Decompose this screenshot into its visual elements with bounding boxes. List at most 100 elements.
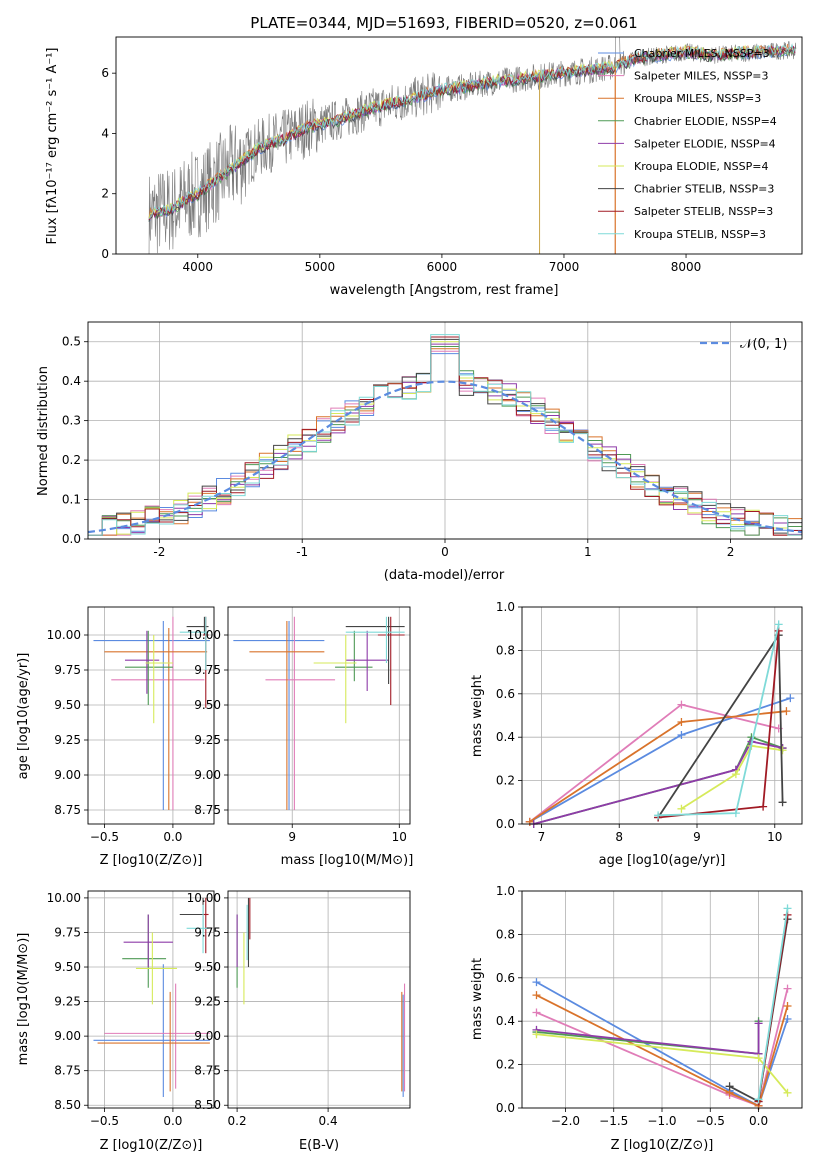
mwz-marker-salpeter_elodie-2: [754, 1019, 763, 1028]
massebv-xlabel: E(B-V): [299, 1138, 339, 1153]
spectrum-xtick-label-1: 5000: [305, 260, 336, 274]
legend-entry-salpeter_elodie: Salpeter ELODIE, NSSP=4: [634, 137, 776, 150]
histogram-ytick-label-4: 0.4: [62, 374, 81, 388]
spectrum-ytick-label-0: 0: [101, 247, 109, 261]
spectrum-panel: 4000 5000 6000 7000 8000 0 2 4 6 Chabrier MILES, …: [101, 36, 803, 274]
massebv-ytick-label-0: 8.50: [194, 1098, 221, 1112]
agez-ytick-label-3: 9.50: [54, 698, 81, 712]
mwz-marker-kroupa_elodie-0: [532, 1030, 541, 1039]
histogram-salpeter_elodie: [88, 343, 802, 536]
mwz-ytick-label-1: 0.2: [496, 1058, 515, 1072]
histogram-xtick-label-0: -2: [153, 545, 165, 559]
agemass-ytick-label-0: 8.75: [194, 803, 221, 817]
massebv-ytick-label-5: 9.75: [194, 925, 221, 939]
legend-entry-chabrier_stelib: Chabrier STELIB, NSSP=3: [634, 183, 774, 196]
massebv-ytick-label-6: 10.00: [187, 891, 221, 905]
mwz-xtick-label-4: 0.0: [749, 1114, 768, 1128]
agez-xtick-label-0: −0.5: [90, 830, 119, 844]
residual-histogram-panel: -2 -1 0 1 2 0.0 0.1 0.2 0.3 0.4 0.5 𝒩(0, 1): [62, 321, 803, 559]
mwz-marker-chabrier_miles-3: [783, 1015, 792, 1024]
mwage-xtick-label-2: 9: [693, 830, 701, 844]
massebv-ytick-label-1: 8.75: [194, 1064, 221, 1078]
mass-weight-vs-age-panel: 7 8 9 10 0.0 0.2 0.4 0.6 0.8 1.0: [496, 600, 803, 844]
histogram-ytick-label-2: 0.2: [62, 453, 81, 467]
spectrum-xtick-label-4: 8000: [671, 260, 702, 274]
mwz-ytick-label-0: 0.0: [496, 1101, 515, 1115]
mwage-line-kroupa_miles: [529, 710, 787, 823]
mwage-xtick-label-1: 8: [615, 830, 623, 844]
massebv-xtick-label-1: 0.4: [319, 1114, 338, 1128]
agemass-xlabel: mass [log10(M/M⊙)]: [281, 853, 414, 868]
histogram-ytick-label-0: 0.0: [62, 532, 81, 546]
mwz-xtick-label-2: −1.0: [647, 1114, 676, 1128]
mwage-ytick-label-4: 0.8: [496, 643, 515, 657]
mwage-marker-salpeter_stelib-1: [759, 802, 768, 811]
mwz-ytick-label-2: 0.4: [496, 1014, 515, 1028]
histogram-kroupa_stelib: [88, 334, 802, 536]
histogram-chabrier_stelib: [88, 338, 802, 536]
spectrum-title: PLATE=0344, MJD=51693, FIBERID=0520, z=0…: [250, 14, 637, 32]
legend-entry-chabrier_miles: Chabrier MILES, NSSP=3: [634, 47, 770, 60]
agez-xlabel: Z [log10(Z/Z⊙)]: [100, 853, 203, 868]
mwage-xtick-label-0: 7: [538, 830, 546, 844]
legend-entry-kroupa_miles: Kroupa MILES, NSSP=3: [634, 92, 761, 105]
mwz-ytick-label-4: 0.8: [496, 927, 515, 941]
mwz-marker-chabrier_stelib-0: [725, 1082, 734, 1091]
legend-entry-salpeter_stelib: Salpeter STELIB, NSSP=3: [634, 205, 773, 218]
mwage-marker-chabrier_miles-1: [677, 731, 686, 740]
mass-weight-vs-z-panel: −2.0 −1.5 −1.0 −0.5 0.0 0.0 0.2 0.4 0.6 0.8 1.0: [496, 884, 803, 1128]
massz-xtick-label-0: −0.5: [90, 1114, 119, 1128]
mwage-ylabel: mass weight: [470, 675, 485, 757]
histogram-ytick-label-5: 0.5: [62, 335, 81, 349]
massz-ytick-label-0: 8.50: [54, 1098, 81, 1112]
model-spectrum-chabrier_stelib: [148, 47, 796, 222]
massz-ytick-label-1: 8.75: [54, 1064, 81, 1078]
agez-ytick-label-1: 9.00: [54, 768, 81, 782]
mwage-xlabel: age [log10(age/yr)]: [599, 853, 726, 868]
model-spectrum-kroupa_stelib: [148, 43, 796, 219]
massz-ytick-label-2: 9.00: [54, 1029, 81, 1043]
mwage-ytick-label-2: 0.4: [496, 730, 515, 744]
histogram-ytick-label-1: 0.1: [62, 493, 81, 507]
mwz-marker-chabrier_miles-0: [532, 978, 541, 987]
mwz-xlabel: Z [log10(Z/Z⊙)]: [611, 1138, 714, 1153]
agemass-ytick-label-1: 9.00: [194, 768, 221, 782]
spectrum-xtick-label-3: 7000: [549, 260, 580, 274]
mwz-xtick-label-3: −0.5: [696, 1114, 725, 1128]
spectrum-ytick-label-3: 6: [101, 66, 109, 80]
mwage-line-kroupa_elodie: [680, 744, 783, 810]
mwage-marker-kroupa_stelib-0: [654, 811, 663, 820]
spectrum-ytick-label-1: 2: [101, 187, 109, 201]
mwage-marker-chabrier_miles-2: [786, 694, 795, 703]
mwage-marker-kroupa_stelib-1: [731, 809, 740, 818]
spectrum-xtick-label-2: 6000: [427, 260, 458, 274]
agez-ytick-label-4: 9.75: [54, 663, 81, 677]
mass-vs-z-panel: −0.5 0.0 8.50 8.75 9.00 9.25 9.50 9.75 10.00: [47, 890, 215, 1128]
mwage-marker-kroupa_elodie-3: [778, 746, 787, 755]
mwz-marker-kroupa_miles-3: [783, 1002, 792, 1011]
spectrum-xlabel: wavelength [Angstrom, rest frame]: [330, 283, 559, 298]
histogram-ylabel: Normed distribution: [36, 366, 51, 496]
mwage-marker-salpeter_miles-1: [677, 700, 686, 709]
massz-xlabel: Z [log10(Z/Z⊙)]: [100, 1138, 203, 1153]
mwage-ytick-label-1: 0.2: [496, 774, 515, 788]
massebv-ytick-label-2: 9.00: [194, 1029, 221, 1043]
mwz-marker-salpeter_miles-0: [532, 1008, 541, 1017]
legend-entry-kroupa_stelib: Kroupa STELIB, NSSP=3: [634, 228, 766, 241]
histogram-ytick-label-3: 0.3: [62, 414, 81, 428]
mwz-marker-salpeter_miles-3: [783, 984, 792, 993]
agez-ylabel: age [log10(age/yr)]: [16, 653, 31, 780]
normal-curve: [87, 380, 803, 534]
mwage-marker-kroupa_elodie-0: [677, 804, 686, 813]
mwz-ylabel: mass weight: [470, 958, 485, 1040]
massz-ytick-label-3: 9.25: [54, 995, 81, 1009]
mwz-xtick-label-0: −2.0: [551, 1114, 580, 1128]
agez-xtick-label-1: 0.0: [163, 830, 182, 844]
age-vs-mass-panel: 9 10 8.75 9.00 9.25 9.50 9.75 10.00: [187, 606, 411, 844]
mwage-marker-kroupa_elodie-1: [731, 770, 740, 779]
agemass-xtick-label-0: 9: [288, 830, 296, 844]
massz-xtick-label-1: 0.0: [163, 1114, 182, 1128]
mwz-line-kroupa_stelib: [757, 908, 789, 1100]
massz-ylabel: mass [log10(M/M⊙)]: [16, 933, 31, 1066]
histogram-xtick-label-4: 2: [727, 545, 735, 559]
